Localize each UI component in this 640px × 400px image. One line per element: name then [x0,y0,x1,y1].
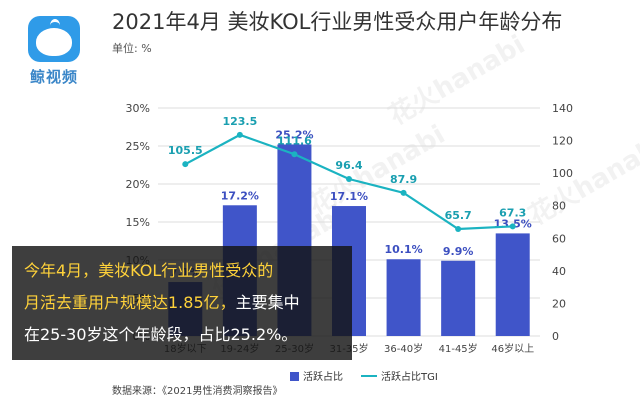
tgi-point [236,131,243,138]
y-right-tick-label: 140 [552,102,573,115]
y-right-tick-label: 0 [552,330,559,343]
legend-bar-swatch [290,372,299,381]
y-axis-right: 0 20 40 60 80 100 120 140 [552,102,573,343]
y-left-tick-label: 20% [126,178,150,191]
y-left-tick-label: 25% [126,140,150,153]
bar [495,233,530,336]
caption-line-2-highlight: 月活去重用户规模达1.85亿， [24,293,236,312]
tgi-point [400,189,407,196]
tgi-data-label: 65.7 [445,209,472,222]
caption-line-2-rest: 主要集中 [235,293,300,312]
chart-legend: 活跃占比 活跃占比TGI [290,368,438,383]
legend-bar-label: 活跃占比 [303,372,343,383]
caption-line-3: 在25-30岁这个年龄段，占比25.2%。 [24,325,298,344]
unit-label: 单位: % [112,42,152,55]
tgi-data-label: 105.5 [168,144,203,157]
logo-text: 鲸视频 [29,68,78,86]
tgi-point [455,226,462,233]
line-series: 105.5 123.5 111.6 96.4 87.9 65.7 67.3 [168,115,526,233]
tgi-data-label: 87.9 [390,173,417,186]
tgi-data-label: 67.3 [499,206,526,219]
bar [386,259,421,336]
data-source: 数据来源：《2021男性消费洞察报告》 [112,386,283,397]
whale-icon [28,16,80,62]
y-right-tick-label: 100 [552,167,573,180]
y-left-tick-label: 15% [126,216,150,229]
bar-data-label: 10.1% [384,243,422,256]
caption-line-1: 今年4月，美妆KOL行业男性受众的 [24,261,274,280]
legend-line-swatch [361,375,377,377]
caption-line-2: 月活去重用户规模达1.85亿，主要集中 [24,290,300,316]
tgi-point [182,161,189,168]
app-logo: 鲸视频 [18,12,90,94]
y-right-tick-label: 40 [552,265,566,278]
tgi-data-label: 96.4 [335,159,362,172]
y-right-tick-label: 20 [552,297,566,310]
tgi-point [509,223,516,230]
y-right-tick-label: 60 [552,232,566,245]
tgi-data-label: 123.5 [222,115,257,128]
x-tick-label: 46岁以上 [491,342,534,355]
chart-title: 2021年4月 美妆KOL行业男性受众用户年龄分布 [112,10,563,34]
y-left-tick-label: 30% [126,102,150,115]
x-tick-label: 36-40岁 [384,342,423,355]
tgi-point [346,176,352,183]
x-tick-label: 41-45岁 [439,342,478,355]
caption-overlay: 今年4月，美妆KOL行业男性受众的 月活去重用户规模达1.85亿，主要集中 在2… [12,246,352,360]
bar-data-label: 25.2% [275,128,313,141]
y-right-tick-label: 80 [552,200,566,213]
bar [441,260,476,336]
bar-data-label: 9.9% [443,245,474,258]
bar-data-label: 17.1% [330,190,368,203]
tgi-data-label: 111.6 [277,134,312,147]
tgi-point [291,151,298,158]
legend-line-label: 活跃占比TGI [381,372,438,383]
y-right-tick-label: 120 [552,135,573,148]
bar-data-label: 17.2% [221,189,259,202]
